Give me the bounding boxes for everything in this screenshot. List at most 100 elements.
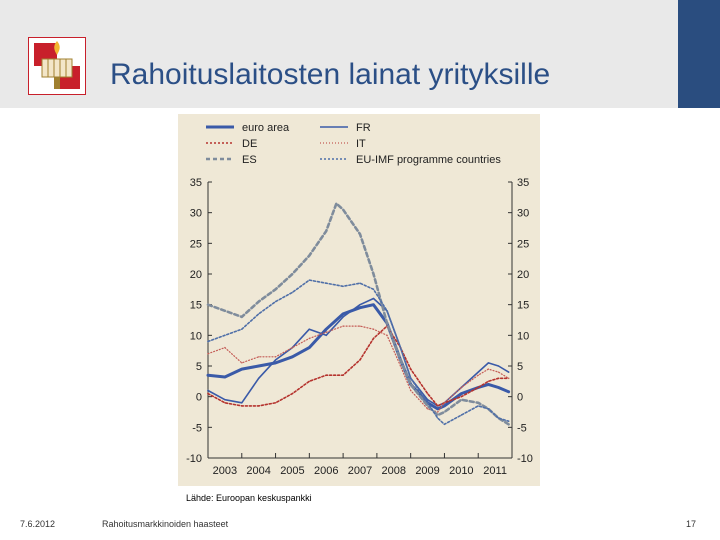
data-point xyxy=(436,405,439,407)
y-tick-label-right: 0 xyxy=(517,392,523,404)
data-point xyxy=(436,408,439,410)
data-point xyxy=(308,279,311,281)
data-point xyxy=(207,389,209,392)
legend-label: ES xyxy=(242,154,257,166)
data-point xyxy=(342,325,344,327)
y-tick-label-left: 15 xyxy=(190,300,202,312)
data-point xyxy=(426,405,429,407)
data-point xyxy=(372,273,375,275)
data-point xyxy=(487,383,490,386)
data-point xyxy=(497,377,500,380)
data-point xyxy=(291,273,294,275)
data-point xyxy=(325,230,328,232)
data-point xyxy=(507,420,510,423)
data-point xyxy=(308,337,311,340)
series-line-de xyxy=(207,325,510,407)
data-point xyxy=(291,392,294,395)
data-point xyxy=(291,356,294,358)
data-point xyxy=(308,380,311,383)
data-point xyxy=(426,398,429,401)
series-line-fr xyxy=(207,297,510,407)
data-point xyxy=(372,303,375,306)
data-point xyxy=(274,402,277,404)
slide-title: Rahoituslaitosten lainat yrityksille xyxy=(110,58,551,91)
data-point xyxy=(460,414,463,416)
data-point xyxy=(224,376,226,378)
data-point xyxy=(342,208,344,211)
data-point xyxy=(274,362,277,364)
x-tick-label: 2008 xyxy=(382,465,406,477)
x-tick-label: 2006 xyxy=(314,465,338,477)
data-point xyxy=(274,356,277,358)
data-point xyxy=(325,331,328,334)
data-point xyxy=(487,368,490,370)
data-point xyxy=(386,310,388,312)
data-point xyxy=(460,386,463,389)
data-point xyxy=(342,374,344,377)
data-point xyxy=(207,392,209,395)
data-point xyxy=(257,313,260,315)
data-point xyxy=(497,386,500,389)
data-point xyxy=(224,346,226,349)
header-accent-bar xyxy=(678,0,720,108)
y-tick-label-right: -10 xyxy=(517,453,533,465)
data-point xyxy=(342,285,344,288)
data-point xyxy=(386,334,388,337)
data-point xyxy=(240,362,243,364)
data-point xyxy=(359,325,361,327)
data-point xyxy=(359,359,361,361)
data-point xyxy=(308,346,311,349)
series-line-eu-imf-programme-countries xyxy=(207,279,510,426)
data-point xyxy=(399,346,402,349)
chart-source-note: Lähde: Euroopan keskuspankki xyxy=(186,493,312,503)
footer-date: 7.6.2012 xyxy=(20,519,56,529)
data-point xyxy=(409,389,412,392)
data-point xyxy=(224,310,226,312)
data-point xyxy=(308,254,311,257)
data-point xyxy=(497,371,500,373)
data-point xyxy=(409,368,412,370)
y-tick-label-right: 30 xyxy=(517,208,529,220)
data-point xyxy=(257,365,260,367)
data-point xyxy=(443,423,446,426)
data-point xyxy=(207,374,209,377)
y-tick-label-right: 15 xyxy=(517,300,529,312)
data-point xyxy=(436,417,439,419)
data-point xyxy=(372,288,375,291)
data-point xyxy=(426,408,429,410)
data-point xyxy=(477,402,480,404)
data-point xyxy=(426,392,429,395)
legend-label: EU-IMF programme countries xyxy=(356,154,501,166)
y-tick-label-left: -10 xyxy=(186,453,202,465)
data-point xyxy=(325,282,328,284)
data-point xyxy=(426,402,429,404)
data-point xyxy=(460,392,463,395)
data-point xyxy=(399,365,402,367)
data-point xyxy=(409,377,412,380)
data-point xyxy=(257,405,260,407)
y-tick-label-right: 5 xyxy=(517,361,523,373)
data-point xyxy=(487,408,490,410)
x-tick-label: 2009 xyxy=(415,465,439,477)
slide-header xyxy=(0,0,720,108)
line-chart: 35 35 30 30 25 25 20 20 15 15 10 10 5 5 0 0 -5 -5 -10 -10 20… xyxy=(186,122,533,477)
data-point xyxy=(507,371,510,373)
y-tick-label-left: 5 xyxy=(196,361,202,373)
data-point xyxy=(359,303,361,306)
data-point xyxy=(477,374,480,377)
torch-emblem-icon xyxy=(28,37,86,95)
data-point xyxy=(507,377,510,380)
data-point xyxy=(507,390,510,393)
series-line-euro-area xyxy=(206,303,511,411)
data-point xyxy=(507,423,510,426)
data-point xyxy=(240,316,243,318)
data-point xyxy=(443,411,446,413)
data-point xyxy=(372,328,375,330)
data-point xyxy=(409,383,412,386)
x-tick-label: 2011 xyxy=(483,465,507,477)
y-tick-label-right: 35 xyxy=(517,177,529,189)
data-point xyxy=(325,374,328,377)
y-tick-label-right: -5 xyxy=(517,422,527,434)
data-point xyxy=(224,398,226,401)
data-point xyxy=(386,322,388,324)
